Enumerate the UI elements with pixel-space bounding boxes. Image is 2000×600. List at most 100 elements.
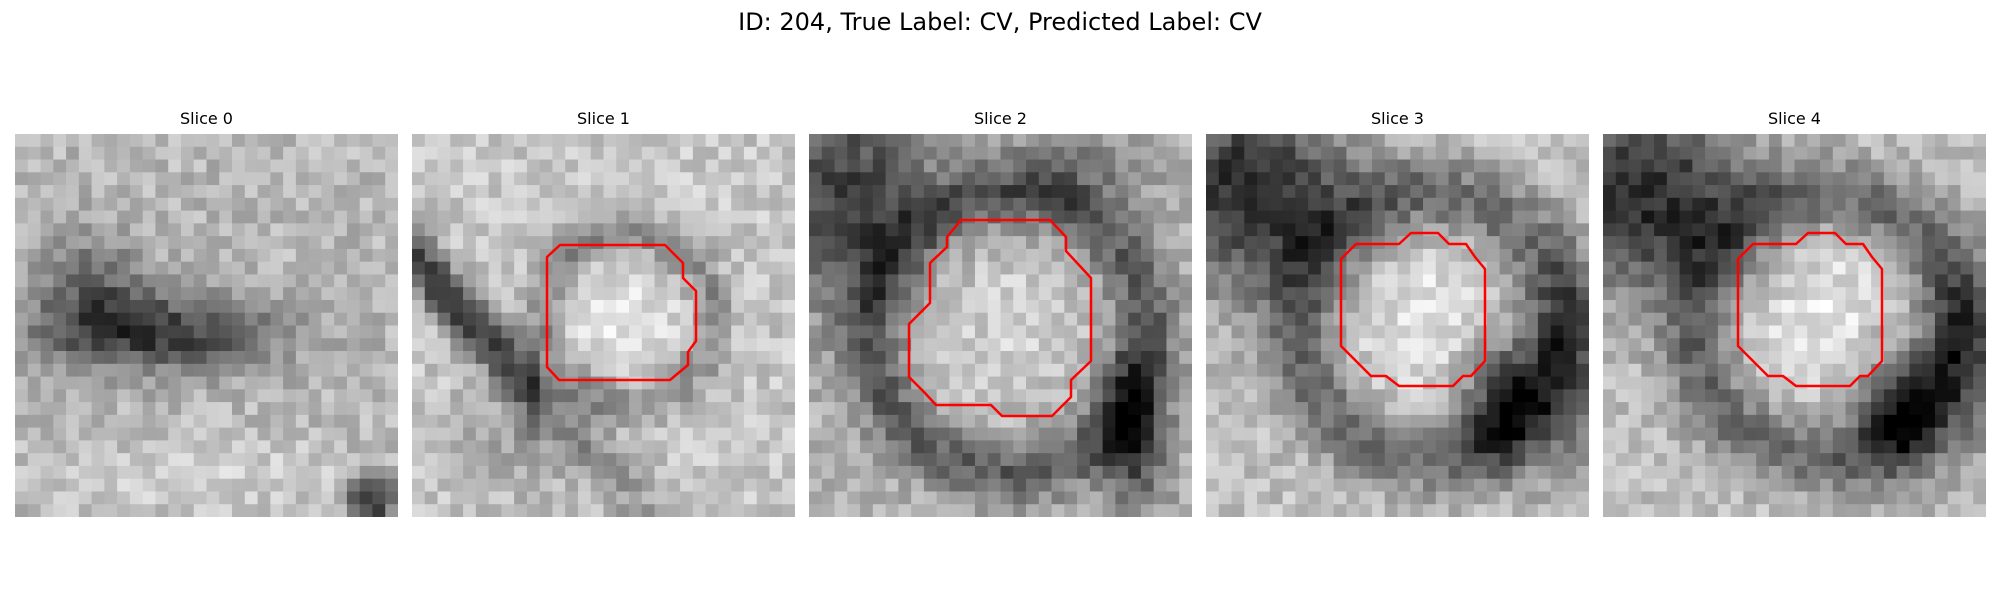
pixel (1858, 376, 1872, 390)
pixel (270, 134, 284, 148)
pixel (1448, 351, 1462, 365)
pixel (1922, 185, 1936, 199)
pixel (1218, 338, 1233, 352)
pixel (526, 351, 541, 365)
pixel (872, 465, 887, 480)
pixel (885, 159, 899, 173)
pixel (1705, 465, 1719, 480)
pixel (1781, 185, 1796, 199)
pixel (1102, 376, 1116, 390)
pixel (1064, 172, 1078, 186)
pixel (1423, 159, 1437, 173)
pixel (654, 299, 668, 314)
pixel (488, 287, 502, 301)
pixel (1550, 414, 1565, 429)
pixel (1115, 312, 1129, 327)
pixel (680, 491, 694, 505)
pixel (987, 172, 1002, 186)
pixel (488, 223, 502, 237)
pixel (1346, 261, 1360, 276)
pixel (1576, 274, 1589, 288)
pixel (1781, 134, 1796, 148)
pixel (27, 274, 42, 288)
pixel (1051, 491, 1065, 505)
pixel (1756, 325, 1770, 339)
pixel (743, 172, 758, 186)
pixel (1282, 325, 1296, 339)
pixel (923, 325, 938, 339)
pixel (1026, 146, 1040, 161)
pixel (1692, 159, 1706, 173)
pixel (206, 402, 220, 416)
pixel (180, 440, 195, 454)
pixel (1448, 210, 1462, 224)
pixel (1486, 427, 1501, 441)
pixel (450, 338, 464, 352)
pixel (385, 376, 398, 390)
pixel (501, 440, 515, 454)
pixel (1909, 172, 1923, 186)
pixel (949, 146, 963, 161)
pixel (1000, 453, 1014, 467)
pixel (923, 172, 938, 186)
pixel (463, 402, 477, 416)
pixel (756, 338, 771, 352)
pixel (1089, 351, 1104, 365)
pixel (629, 504, 643, 517)
pixel (1909, 274, 1923, 288)
pixel (987, 363, 1002, 378)
pixel (1525, 287, 1539, 301)
pixel (1512, 478, 1526, 493)
pixel (1832, 146, 1847, 161)
pixel (155, 427, 169, 441)
pixel (244, 172, 259, 186)
pixel (1512, 261, 1526, 276)
pixel (1896, 389, 1910, 403)
pixel (501, 146, 515, 161)
pixel (552, 261, 566, 276)
pixel (1179, 274, 1192, 288)
pixel (1257, 159, 1271, 173)
pixel (1947, 465, 1962, 480)
pixel (821, 414, 836, 429)
pixel (1768, 248, 1783, 263)
pixel (168, 146, 182, 161)
pixel (987, 223, 1002, 237)
pixel (1269, 402, 1284, 416)
pixel (206, 363, 220, 378)
pixel (27, 363, 42, 378)
pixel (590, 338, 605, 352)
pixel (962, 172, 976, 186)
pixel (1013, 134, 1027, 148)
pixel (1717, 325, 1732, 339)
pixel (847, 376, 861, 390)
pixel (692, 172, 707, 186)
pixel (1743, 478, 1757, 493)
pixel (295, 351, 310, 365)
pixel (412, 389, 426, 403)
pixel (1615, 159, 1630, 173)
pixel (667, 504, 681, 517)
pixel (680, 325, 694, 339)
pixel (1563, 478, 1577, 493)
pixel (923, 223, 938, 237)
pixel (1922, 478, 1936, 493)
pixel (834, 427, 848, 441)
pixel (769, 223, 783, 237)
pixel (1537, 427, 1552, 441)
pixel (346, 248, 361, 263)
pixel (1615, 312, 1630, 327)
pixel (66, 440, 80, 454)
pixel (1435, 453, 1450, 467)
pixel (385, 504, 398, 517)
pixel (1257, 312, 1271, 327)
pixel (705, 261, 719, 276)
pixel (1218, 312, 1233, 327)
pixel (1973, 134, 1986, 148)
pixel (1115, 236, 1129, 250)
pixel (1051, 261, 1065, 276)
pixel (1499, 478, 1513, 493)
pixel (412, 478, 426, 493)
pixel (78, 402, 93, 416)
pixel (1768, 414, 1783, 429)
